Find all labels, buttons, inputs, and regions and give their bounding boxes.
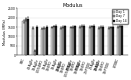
Bar: [36, 27, 38, 55]
Bar: [72, 27, 74, 55]
Bar: [70, 27, 72, 55]
Bar: [91, 26, 93, 55]
Bar: [100, 27, 102, 55]
Bar: [62, 27, 64, 55]
Bar: [121, 26, 123, 55]
Legend: Day 1, Day 7, Day 14: Day 1, Day 7, Day 14: [112, 9, 128, 24]
Bar: [41, 29, 43, 55]
Bar: [117, 27, 119, 55]
Bar: [108, 28, 110, 55]
Bar: [23, 21, 24, 55]
Bar: [53, 26, 55, 55]
Title: Modulus: Modulus: [63, 3, 83, 8]
Bar: [24, 20, 27, 55]
Bar: [112, 27, 114, 55]
Bar: [89, 27, 91, 55]
Bar: [81, 26, 83, 55]
Bar: [51, 27, 53, 55]
Bar: [27, 19, 29, 55]
Bar: [98, 28, 100, 55]
Bar: [34, 51, 36, 55]
Bar: [55, 26, 57, 55]
Bar: [32, 28, 34, 55]
Bar: [60, 28, 62, 55]
Bar: [64, 26, 67, 55]
Bar: [83, 26, 85, 55]
Bar: [79, 27, 81, 55]
Bar: [110, 27, 112, 55]
Bar: [45, 27, 48, 55]
Bar: [119, 26, 121, 55]
Bar: [74, 26, 76, 55]
Bar: [93, 26, 95, 55]
Bar: [43, 28, 45, 55]
Y-axis label: Modulus (MPa): Modulus (MPa): [3, 19, 7, 45]
Bar: [102, 27, 104, 55]
